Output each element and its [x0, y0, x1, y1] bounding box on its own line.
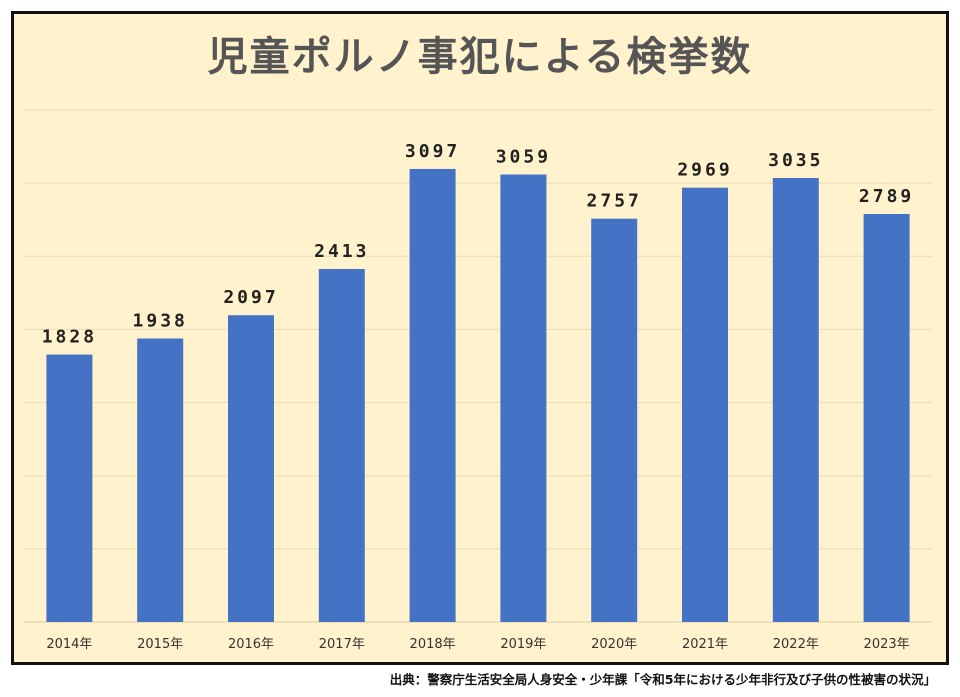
bar [682, 187, 728, 622]
bar [137, 338, 184, 622]
bar-value-label: 1938 [133, 310, 188, 331]
bar [318, 269, 365, 622]
x-tick-label: 2022年 [773, 637, 819, 652]
x-tick-label: 2020年 [591, 637, 637, 652]
bar-value-label: 2969 [677, 160, 732, 181]
bar [772, 178, 819, 622]
bar [228, 315, 274, 622]
x-tick-label: 2016年 [228, 637, 274, 652]
chart-title: 児童ポルノ事犯による検挙数 [207, 34, 753, 80]
bar-value-labels: 1828 1938 2097 2413 3097 3059 2757 2969 3035 2789 [42, 141, 914, 348]
bar-value-label: 2097 [223, 287, 278, 308]
bar-value-label: 1828 [42, 327, 97, 348]
x-tick-label: 2018年 [410, 637, 456, 652]
bar-value-label: 3097 [405, 141, 460, 162]
bar-value-label: 2757 [587, 191, 642, 212]
bar [409, 168, 456, 623]
x-tick-label: 2014年 [46, 637, 92, 652]
source-note: 出典：警察庁生活安全局人身安全・少年課「令和5年における少年非行及び子供の性被害… [389, 672, 936, 687]
bar [500, 174, 547, 622]
x-tick-label: 2021年 [682, 637, 728, 652]
bar-value-label: 2413 [314, 241, 369, 262]
bar-value-label: 3059 [496, 147, 551, 168]
x-tick-label: 2017年 [319, 637, 365, 652]
bar [591, 218, 638, 622]
x-tick-label: 2023年 [864, 637, 910, 652]
x-tick-label: 2015年 [137, 637, 183, 652]
x-tick-label: 2019年 [500, 637, 546, 652]
x-tick-labels: 2014年 2015年 2016年 2017年 2018年 2019年 2020年 2021年… [46, 637, 909, 652]
bar [863, 214, 910, 622]
bar-value-label: 3035 [768, 150, 823, 171]
bar-value-label: 2789 [859, 186, 914, 207]
bar [46, 354, 93, 622]
bars [46, 168, 910, 623]
